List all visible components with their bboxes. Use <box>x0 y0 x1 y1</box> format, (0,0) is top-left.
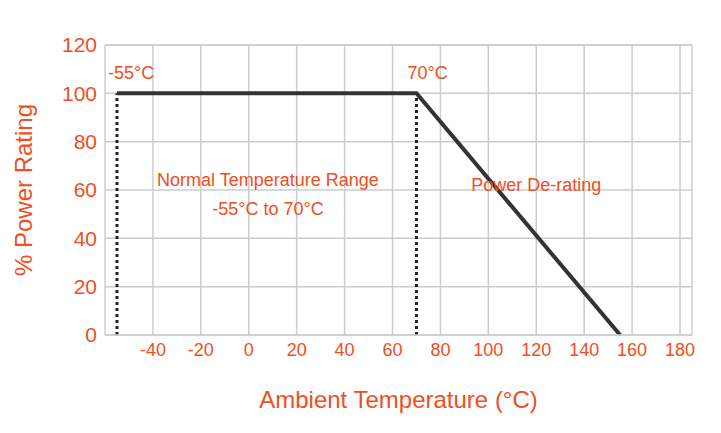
svg-text:60: 60 <box>382 340 402 360</box>
svg-text:140: 140 <box>569 340 599 360</box>
svg-text:60: 60 <box>74 178 97 201</box>
svg-text:Power De-rating: Power De-rating <box>471 175 601 195</box>
svg-text:-55°C: -55°C <box>108 63 154 83</box>
svg-text:80: 80 <box>430 340 450 360</box>
svg-text:Ambient Temperature (°C): Ambient Temperature (°C) <box>259 386 538 413</box>
svg-text:0: 0 <box>244 340 254 360</box>
svg-text:40: 40 <box>74 227 97 250</box>
svg-text:160: 160 <box>617 340 647 360</box>
svg-text:100: 100 <box>62 82 97 105</box>
svg-text:100: 100 <box>473 340 503 360</box>
svg-text:80: 80 <box>74 130 97 153</box>
svg-text:-20: -20 <box>188 340 214 360</box>
svg-text:180: 180 <box>665 340 695 360</box>
svg-text:0: 0 <box>85 323 97 346</box>
svg-text:-55°C to 70°C: -55°C to 70°C <box>212 199 323 219</box>
svg-text:% Power Rating: % Power Rating <box>10 104 37 276</box>
svg-text:20: 20 <box>287 340 307 360</box>
svg-text:120: 120 <box>521 340 551 360</box>
svg-text:120: 120 <box>62 33 97 56</box>
svg-text:-40: -40 <box>140 340 166 360</box>
svg-text:40: 40 <box>335 340 355 360</box>
svg-text:70°C: 70°C <box>407 63 447 83</box>
svg-text:20: 20 <box>74 275 97 298</box>
svg-text:Normal Temperature Range: Normal Temperature Range <box>157 170 379 190</box>
